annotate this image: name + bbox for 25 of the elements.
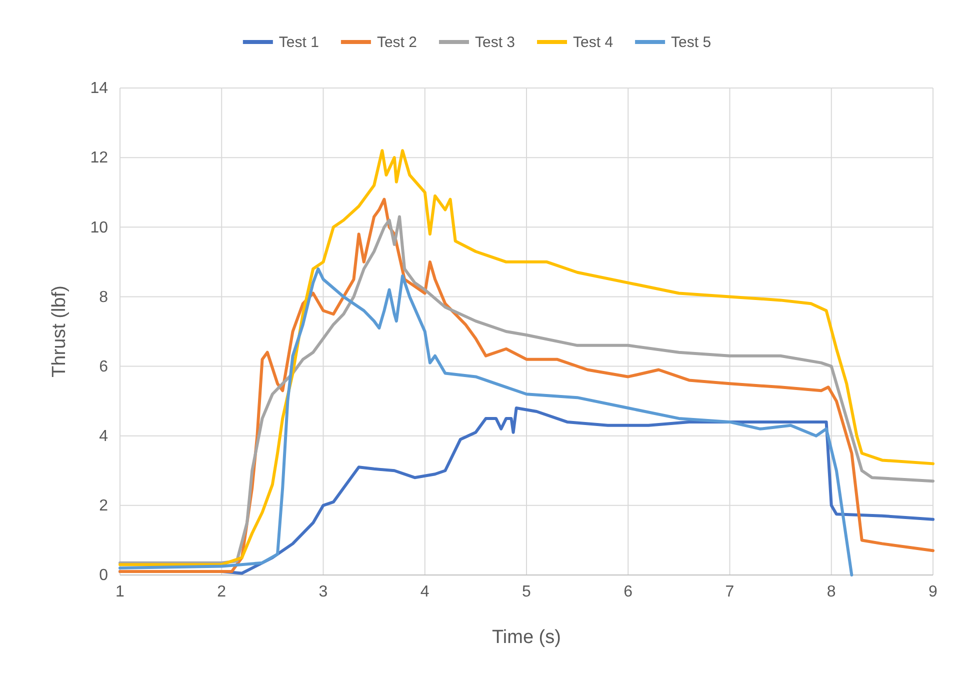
y-tick-label: 0 bbox=[99, 567, 108, 584]
x-tick-label: 1 bbox=[116, 583, 125, 600]
legend-label: Test 5 bbox=[671, 34, 712, 51]
x-tick-label: 7 bbox=[725, 583, 734, 600]
y-tick-label: 2 bbox=[99, 498, 108, 515]
y-tick-label: 14 bbox=[90, 80, 108, 98]
x-tick-label: 9 bbox=[928, 583, 938, 600]
y-tick-label: 8 bbox=[99, 288, 108, 306]
x-tick-label: 2 bbox=[217, 583, 226, 600]
x-tick-label: 6 bbox=[624, 583, 633, 600]
y-tick-label: 6 bbox=[99, 358, 108, 376]
y-tick-label: 4 bbox=[99, 428, 108, 445]
x-tick-label: 4 bbox=[420, 583, 430, 600]
x-tick-label: 3 bbox=[318, 583, 328, 600]
legend-label: Test 4 bbox=[573, 34, 614, 51]
y-axis-title: Thrust (lbf) bbox=[49, 286, 70, 378]
legend-label: Test 1 bbox=[278, 34, 319, 51]
x-tick-label: 8 bbox=[826, 583, 836, 600]
y-tick-label: 12 bbox=[90, 150, 108, 167]
y-tick-label: 10 bbox=[90, 219, 108, 236]
legend-label: Test 3 bbox=[474, 34, 516, 51]
x-axis-title: Time (s) bbox=[492, 627, 561, 648]
legend-label: Test 2 bbox=[376, 34, 417, 51]
line-series bbox=[118, 267, 854, 576]
x-tick-label: 5 bbox=[522, 583, 532, 600]
